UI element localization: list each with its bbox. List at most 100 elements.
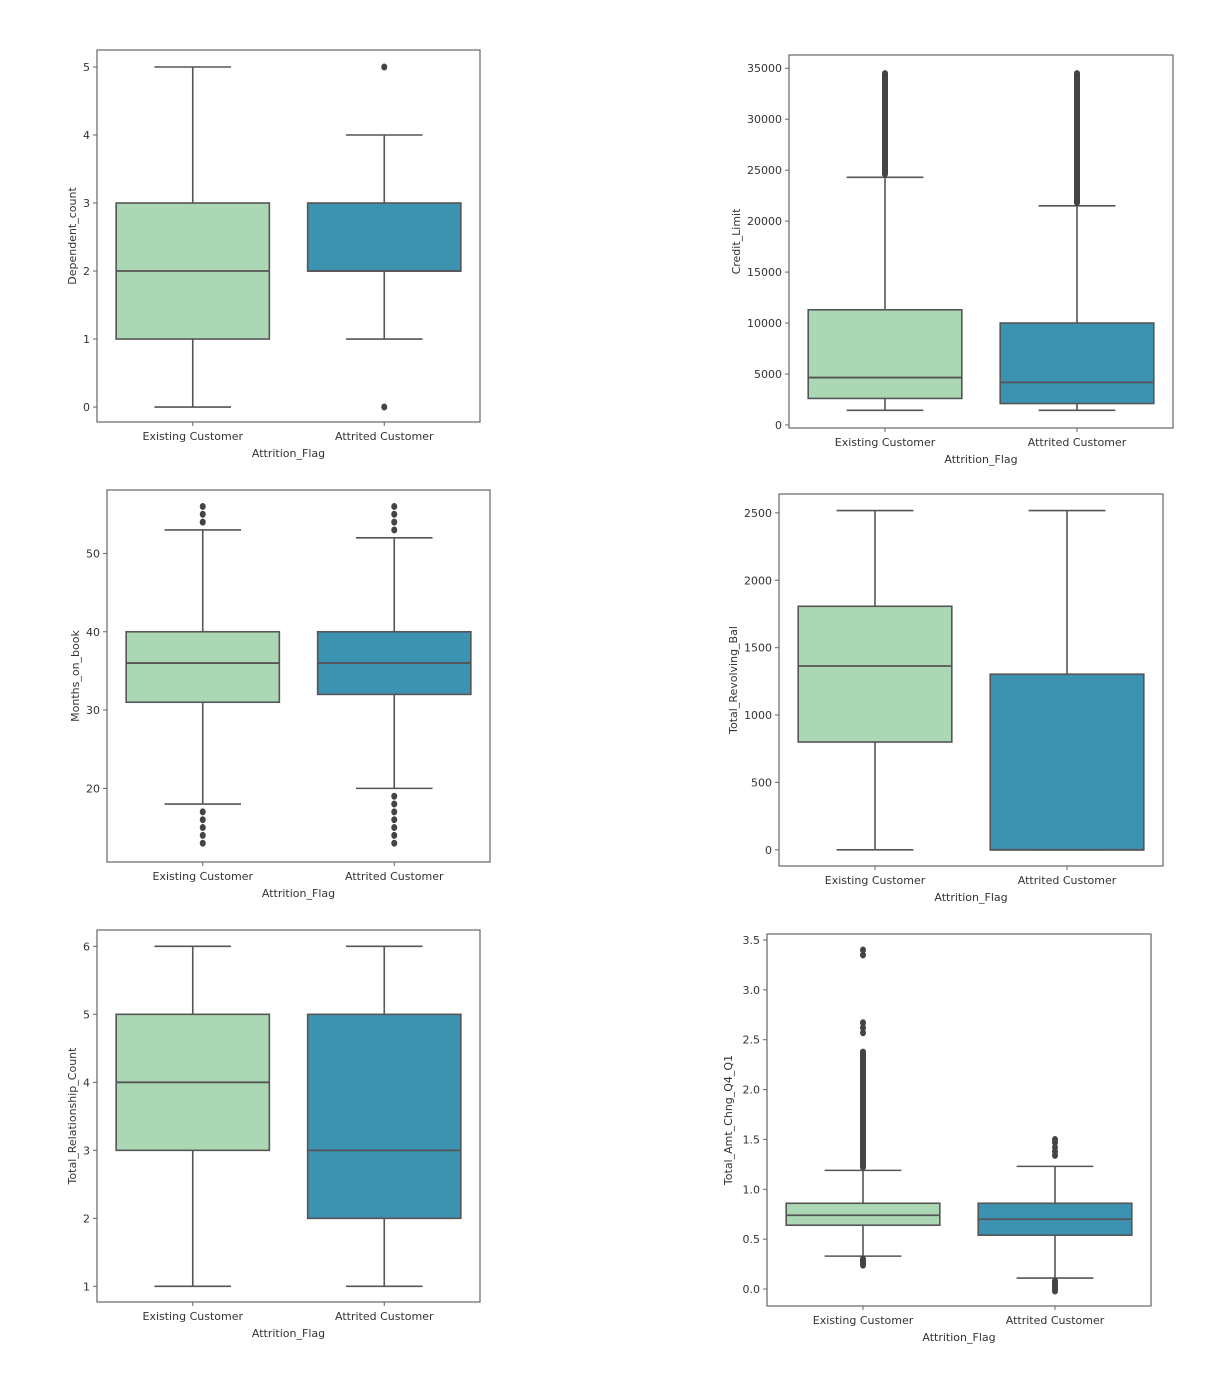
x-axis-label: Attrition_Flag <box>922 1331 995 1344</box>
y-tick-label: 35000 <box>747 62 782 75</box>
box-existing-customer <box>125 502 281 847</box>
y-tick-label: 3.5 <box>743 934 761 947</box>
outlier-point <box>381 403 388 411</box>
box-attrited-customer <box>306 63 462 411</box>
y-axis-label: Total_Revolving_Bal <box>727 626 740 735</box>
y-axis-label: Credit_Limit <box>730 208 743 275</box>
y-tick-label: 1 <box>83 1280 90 1293</box>
outlier-point <box>391 824 398 832</box>
box-existing-customer <box>807 70 963 412</box>
outlier-point <box>391 839 398 847</box>
y-tick-label: 1.0 <box>743 1183 761 1196</box>
outlier-cluster <box>882 70 888 178</box>
chart-dependent-count: 0 1 2 3 4 5 Dependent_count Existing Customer At… <box>27 40 490 476</box>
chart-months-on-book: 20 30 40 50 Months_on_book Existing Customer A… <box>37 480 500 916</box>
x-axis-label: Attrition_Flag <box>262 887 335 900</box>
outlier-point <box>199 502 206 510</box>
y-tick-label: 1.5 <box>743 1133 761 1146</box>
axes-frame <box>788 54 1174 429</box>
outlier-point <box>860 951 866 959</box>
box-existing-customer <box>115 66 271 408</box>
box-attrited-customer <box>989 509 1145 851</box>
y-tick-label: 0 <box>775 419 782 432</box>
y-tick-label: 40 <box>86 626 100 639</box>
x-axis-label: Attrition_Flag <box>252 447 325 460</box>
box-attrited-customer <box>306 945 462 1288</box>
outlier-point <box>391 526 398 534</box>
outlier-point <box>391 808 398 816</box>
chart-credit-limit: 0 5000 10000 15000 20000 25000 30000 35000 Credi… <box>719 45 1183 482</box>
chart-total-amt-chng-q4-q1: 0.0 0.5 1.0 1.5 2.0 2.5 3.0 3.5 Total_Amt_Chng_Q… <box>697 924 1161 1360</box>
y-tick-label: 0 <box>83 401 90 414</box>
y-tick-label: 25000 <box>747 164 782 177</box>
outlier-point <box>860 1024 866 1032</box>
box-attrited-customer <box>977 1135 1133 1295</box>
outlier-cluster <box>1074 70 1080 206</box>
y-tick-label: 2000 <box>744 574 772 587</box>
outlier-point <box>391 510 398 518</box>
box-existing-customer <box>797 509 953 851</box>
outlier-cluster <box>860 1048 866 1171</box>
y-tick-label: 20 <box>86 782 100 795</box>
outlier-point <box>199 824 206 832</box>
outlier-point <box>391 831 398 839</box>
y-tick-label: 0.5 <box>743 1233 761 1246</box>
x-tick-label: Existing Customer <box>813 1314 914 1327</box>
x-tick-label: Attrited Customer <box>1018 874 1117 887</box>
y-tick-label: 0 <box>765 844 772 857</box>
y-tick-label: 4 <box>83 129 90 142</box>
outlier-point <box>860 1019 866 1027</box>
outlier-point <box>199 839 206 847</box>
outlier-point <box>1052 1277 1058 1285</box>
axes-frame <box>96 929 481 1303</box>
y-tick-label: 20000 <box>747 215 782 228</box>
y-tick-label: 2500 <box>744 507 772 520</box>
y-tick-label: 2.5 <box>743 1034 761 1047</box>
axes-frame <box>106 489 491 863</box>
outlier-point <box>199 510 206 518</box>
y-tick-label: 6 <box>83 940 90 953</box>
axes-frame <box>778 493 1164 867</box>
box-existing-customer <box>115 945 271 1288</box>
outlier-point <box>391 518 398 526</box>
y-tick-label: 3.0 <box>743 984 761 997</box>
y-tick-label: 50 <box>86 547 100 560</box>
y-tick-label: 5 <box>83 1008 90 1021</box>
y-tick-label: 4 <box>83 1076 90 1089</box>
x-tick-label: Attrited Customer <box>1028 436 1127 449</box>
outlier-point <box>1052 1135 1058 1143</box>
outlier-point <box>391 792 398 800</box>
outlier-point <box>1052 1143 1058 1151</box>
outlier-point <box>860 946 866 954</box>
x-axis-label: Attrition_Flag <box>252 1327 325 1340</box>
chart-total-relationship-count: 1 2 3 4 5 6 Total_Relationship_Count Existing C… <box>27 920 490 1356</box>
outlier-point <box>381 63 388 71</box>
y-tick-label: 2.0 <box>743 1084 761 1097</box>
outlier-point <box>860 1029 866 1037</box>
box-attrited-customer <box>999 70 1155 412</box>
outlier-point <box>860 1255 866 1263</box>
x-tick-label: Existing Customer <box>143 1310 244 1323</box>
y-axis-label: Dependent_count <box>66 187 79 285</box>
y-tick-label: 2 <box>83 265 90 278</box>
outlier-point <box>391 816 398 824</box>
y-tick-label: 3 <box>83 1144 90 1157</box>
x-tick-label: Existing Customer <box>835 436 936 449</box>
x-tick-label: Existing Customer <box>153 870 254 883</box>
y-tick-label: 30000 <box>747 113 782 126</box>
y-tick-label: 0.0 <box>743 1283 761 1296</box>
outlier-point <box>199 808 206 816</box>
outlier-point <box>199 518 206 526</box>
outlier-point <box>199 831 206 839</box>
x-tick-label: Attrited Customer <box>345 870 444 883</box>
x-tick-label: Existing Customer <box>143 430 244 443</box>
x-tick-label: Attrited Customer <box>335 430 434 443</box>
axes-frame <box>96 49 481 423</box>
y-tick-label: 500 <box>751 776 772 789</box>
y-axis-label: Total_Relationship_Count <box>66 1047 79 1186</box>
y-tick-label: 1 <box>83 333 90 346</box>
axes-frame <box>766 933 1152 1307</box>
outlier-point <box>391 800 398 808</box>
x-tick-label: Attrited Customer <box>1006 1314 1105 1327</box>
x-tick-label: Attrited Customer <box>335 1310 434 1323</box>
